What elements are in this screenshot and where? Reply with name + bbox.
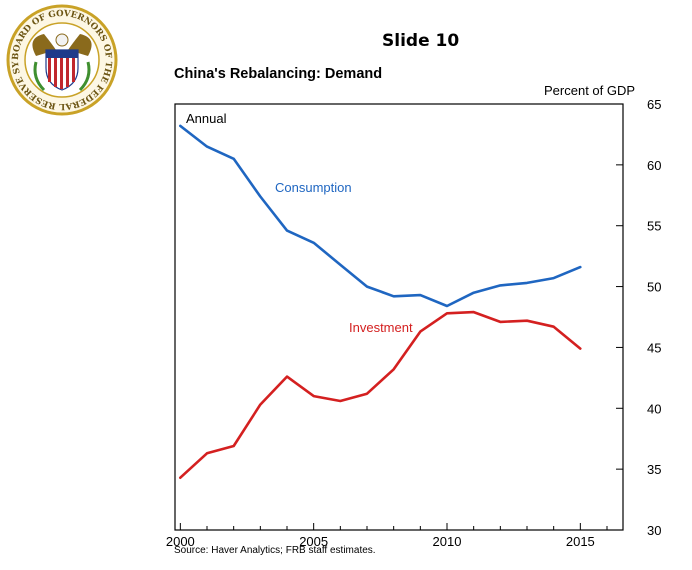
slide-label: Slide 10 — [382, 31, 460, 51]
source-note: Source: Haver Analytics; FRB staff estim… — [174, 545, 376, 556]
eagle-head — [55, 33, 69, 47]
federal-reserve-seal: BOARD OF GOVERNORS OF THE FEDERAL RESERV… — [6, 4, 118, 116]
y-axis-unit-label: Percent of GDP — [544, 83, 636, 98]
y-tick-label: 65 — [647, 97, 661, 112]
y-tick-label: 50 — [647, 280, 661, 295]
x-tick-label: 2000 — [166, 534, 195, 549]
annual-label: Annual — [186, 111, 227, 126]
plot-frame — [174, 103, 624, 531]
x-axis: 2000 2005 2010 2015 — [166, 523, 608, 549]
y-tick-label: 35 — [647, 462, 661, 477]
series-label-consumption: Consumption — [275, 180, 352, 195]
y-tick-label: 30 — [647, 523, 661, 538]
arrows-icon — [78, 61, 91, 92]
series-line-investment — [179, 310, 582, 480]
x-tick-label: 2015 — [566, 534, 595, 549]
x-tick-label: 2005 — [299, 534, 328, 549]
y-tick-label: 45 — [647, 340, 661, 355]
y-tick-label: 60 — [647, 158, 661, 173]
chart-title: China's Rebalancing: Demand — [174, 66, 383, 82]
y-tick-label: 40 — [647, 401, 661, 416]
series-line-consumption — [179, 124, 582, 308]
y-tick-label: 55 — [647, 219, 661, 234]
series-label-investment: Investment — [349, 320, 413, 335]
y-axis: 30 35 40 45 50 55 60 65 — [616, 97, 661, 538]
series-layer: Consumption Investment — [179, 124, 582, 480]
x-tick-label: 2010 — [433, 534, 462, 549]
olive-branch-icon — [33, 61, 46, 92]
